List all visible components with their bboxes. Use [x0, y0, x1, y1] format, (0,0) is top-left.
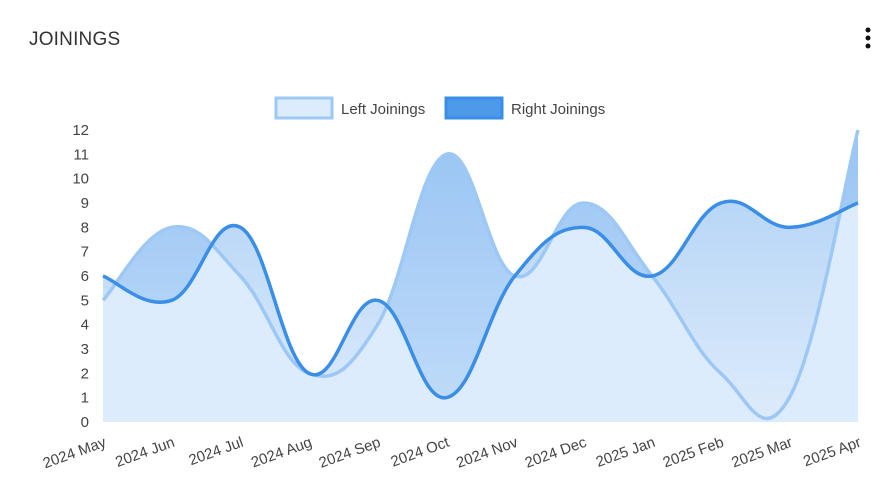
area [103, 130, 858, 422]
x-tick-label: 2024 May [41, 434, 109, 473]
x-tick-label: 2024 Sep [317, 434, 383, 472]
legend-item: Left Joinings [274, 96, 425, 120]
y-tick-label: 11 [73, 146, 89, 163]
y-tick-label: 3 [81, 341, 89, 358]
y-tick-label: 6 [81, 268, 89, 285]
x-tick-label: 2024 Dec [523, 434, 590, 472]
legend-label: Left Joinings [341, 101, 425, 118]
menu-button[interactable] [860, 26, 876, 52]
y-tick-label: 2 [81, 365, 89, 382]
y-tick-label: 0 [81, 414, 89, 431]
y-tick-label: 5 [81, 292, 89, 309]
y-tick-label: 12 [72, 122, 89, 139]
x-tick-label: 2025 Jan [594, 434, 658, 471]
x-tick-label: 2025 Apr [801, 434, 863, 471]
x-tick-label: 2024 Oct [389, 434, 453, 471]
line [101, 129, 860, 421]
y-tick-label: 8 [81, 219, 89, 236]
x-tick-label: 2024 Nov [454, 434, 521, 472]
y-tick-label: 10 [72, 171, 89, 188]
legend-swatch [274, 96, 334, 120]
line [102, 199, 859, 400]
legend-swatch [444, 96, 504, 120]
y-tick-label: 1 [81, 390, 89, 407]
x-tick-label: 2025 Mar [729, 434, 794, 472]
x-tick-label: 2024 Jun [113, 434, 177, 471]
legend-label: Right Joinings [511, 101, 605, 118]
y-tick-label: 7 [81, 244, 89, 261]
y-tick-label: 9 [81, 195, 89, 212]
x-tick-label: 2024 Aug [249, 434, 314, 472]
y-tick-label: 4 [81, 317, 89, 334]
x-tick-label: 2025 Feb [661, 434, 726, 472]
legend-item: Right Joinings [444, 96, 605, 120]
area [103, 130, 858, 419]
x-tick-label: 2024 Jul [187, 434, 246, 469]
card-title: JOININGS [29, 29, 121, 50]
